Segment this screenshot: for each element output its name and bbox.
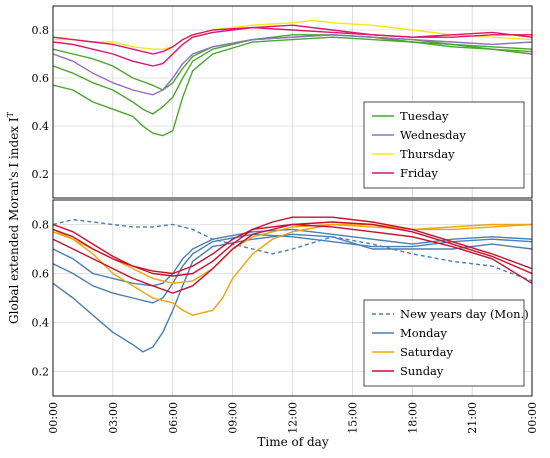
- legend-label: Saturday: [400, 345, 453, 359]
- x-tick-label: 12:00: [287, 402, 300, 434]
- x-tick-label: 18:00: [406, 402, 419, 434]
- legends: Tuesday Wednesday Thursday Friday New years …: [363, 101, 529, 387]
- y-tick-label: 0.8: [32, 219, 50, 232]
- panel-frame: [52, 5, 533, 199]
- x-tick-label: 00:00: [47, 402, 60, 434]
- series-line: [52, 233, 533, 304]
- x-tick-label: 15:00: [346, 402, 359, 434]
- x-tick-label: 06:00: [167, 402, 180, 434]
- series-line: [52, 223, 532, 316]
- x-axis-title: Time of day: [257, 435, 328, 449]
- panel-frame: [52, 199, 533, 397]
- legend-label: New years day (Mon.): [400, 307, 529, 321]
- legend-top: Tuesday Wednesday Thursday Friday: [363, 101, 525, 189]
- y-axis-title-sup: T: [6, 111, 15, 117]
- x-tick-label: 00:00: [526, 402, 539, 434]
- y-tick-label: 0.4: [32, 317, 50, 330]
- x-tick-label: 09:00: [227, 402, 240, 434]
- y-tick-label: 0.6: [32, 72, 50, 85]
- y-axis-title: Global extended Moran's I index IT: [6, 111, 21, 324]
- legend-label: Friday: [400, 166, 438, 180]
- y-tick-label: 0.4: [32, 120, 50, 133]
- legend-label: Thursday: [400, 147, 455, 161]
- series-line: [52, 26, 533, 55]
- y-tick-label: 0.8: [32, 24, 50, 37]
- panel-frames: [52, 5, 533, 397]
- y-tick-label: 0.6: [32, 268, 50, 281]
- series-line: [52, 223, 533, 284]
- y-tick-label: 0.2: [32, 168, 50, 181]
- series-line: [52, 221, 533, 294]
- legend-bottom: New years day (Mon.) Monday Saturday Sunday: [363, 299, 529, 387]
- legend-label: Tuesday: [400, 109, 449, 123]
- series-line: [52, 228, 533, 287]
- series-line: [52, 34, 533, 96]
- x-tick-label: 03:00: [107, 402, 120, 434]
- legend-label: Wednesday: [400, 128, 466, 142]
- y-tick-label: 0.2: [32, 366, 50, 379]
- series-line: [52, 216, 533, 277]
- legend-label: Monday: [400, 326, 447, 340]
- series-line: [52, 34, 533, 115]
- y-axis-title-main: Global extended Moran's I index I: [7, 117, 21, 324]
- tick-labels: 0.2 0.4 0.6 0.8 0.2 0.4 0.6 0.8 00:00 03:00 06:00 0…: [32, 24, 540, 434]
- legend-label: Sunday: [400, 364, 444, 378]
- series-layer: [52, 19, 533, 353]
- x-tick-label: 21:00: [466, 402, 479, 434]
